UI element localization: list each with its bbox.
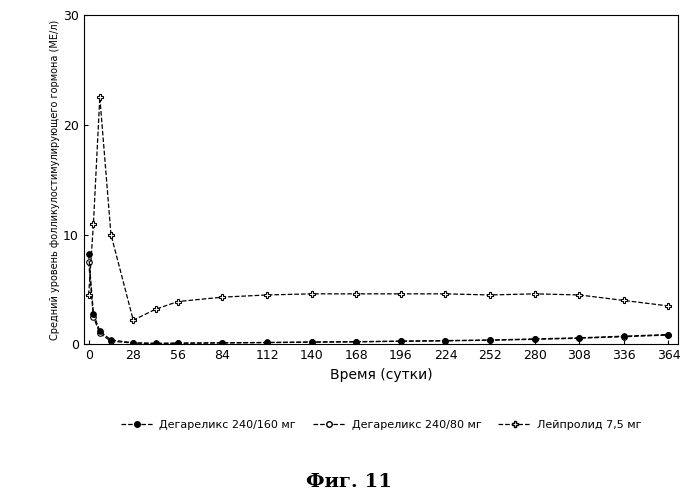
- Лейпролид 7,5 мг: [664, 303, 672, 309]
- Дегареликс 240/80 мг: [107, 338, 115, 344]
- Дегареликс 240/80 мг: [129, 340, 138, 346]
- Лейпролид 7,5 мг: [107, 232, 115, 238]
- Line: Лейпролид 7,5 мг: Лейпролид 7,5 мг: [85, 93, 672, 324]
- Лейпролид 7,5 мг: [486, 292, 494, 298]
- Line: Дегареликс 240/80 мг: Дегареликс 240/80 мг: [86, 259, 671, 346]
- Дегареликс 240/80 мг: [173, 340, 182, 346]
- Лейпролид 7,5 мг: [531, 291, 539, 297]
- Дегареликс 240/160 мг: [396, 338, 405, 344]
- Дегареликс 240/80 мг: [664, 332, 672, 338]
- Дегареликс 240/160 мг: [486, 337, 494, 343]
- Лейпролид 7,5 мг: [308, 291, 316, 297]
- Дегареликс 240/80 мг: [441, 338, 449, 344]
- Text: Фиг. 11: Фиг. 11: [306, 473, 393, 491]
- Лейпролид 7,5 мг: [89, 220, 98, 226]
- Дегареликс 240/160 мг: [352, 338, 361, 344]
- Дегареликс 240/160 мг: [85, 251, 93, 257]
- Дегареликс 240/80 мг: [352, 339, 361, 345]
- Дегареликс 240/160 мг: [173, 340, 182, 346]
- Дегареликс 240/80 мг: [218, 340, 226, 346]
- Дегареликс 240/80 мг: [96, 331, 104, 337]
- Дегареликс 240/80 мг: [620, 334, 628, 339]
- Дегареликс 240/80 мг: [89, 314, 98, 320]
- Legend: Дегареликс 240/160 мг, Дегареликс 240/80 мг, Лейпролид 7,5 мг: Дегареликс 240/160 мг, Дегареликс 240/80…: [116, 416, 646, 435]
- Лейпролид 7,5 мг: [85, 292, 93, 298]
- Дегареликс 240/80 мг: [308, 339, 316, 345]
- Дегареликс 240/160 мг: [308, 339, 316, 345]
- Дегареликс 240/80 мг: [575, 335, 584, 341]
- X-axis label: Время (сутки): Время (сутки): [330, 368, 432, 382]
- Дегареликс 240/160 мг: [575, 335, 584, 341]
- Лейпролид 7,5 мг: [263, 292, 271, 298]
- Лейпролид 7,5 мг: [129, 317, 138, 323]
- Дегареликс 240/160 мг: [620, 333, 628, 339]
- Лейпролид 7,5 мг: [152, 307, 160, 312]
- Дегареликс 240/160 мг: [152, 340, 160, 346]
- Y-axis label: Средний уровень фолликулостимулирующего гормона (МЕ/л): Средний уровень фолликулостимулирующего …: [50, 20, 60, 339]
- Лейпролид 7,5 мг: [441, 291, 449, 297]
- Дегареликс 240/160 мг: [218, 340, 226, 346]
- Дегареликс 240/80 мг: [486, 338, 494, 343]
- Дегареликс 240/160 мг: [89, 310, 98, 316]
- Дегареликс 240/160 мг: [441, 338, 449, 343]
- Лейпролид 7,5 мг: [620, 298, 628, 304]
- Дегареликс 240/160 мг: [531, 336, 539, 342]
- Дегареликс 240/160 мг: [107, 337, 115, 343]
- Дегареликс 240/80 мг: [152, 340, 160, 346]
- Дегареликс 240/80 мг: [396, 338, 405, 344]
- Лейпролид 7,5 мг: [173, 299, 182, 305]
- Дегареликс 240/160 мг: [664, 332, 672, 338]
- Дегареликс 240/160 мг: [263, 339, 271, 345]
- Лейпролид 7,5 мг: [396, 291, 405, 297]
- Лейпролид 7,5 мг: [218, 294, 226, 300]
- Лейпролид 7,5 мг: [352, 291, 361, 297]
- Дегареликс 240/80 мг: [531, 337, 539, 342]
- Дегареликс 240/80 мг: [85, 259, 93, 265]
- Лейпролид 7,5 мг: [96, 94, 104, 100]
- Лейпролид 7,5 мг: [575, 292, 584, 298]
- Дегареликс 240/80 мг: [263, 339, 271, 345]
- Дегареликс 240/160 мг: [96, 328, 104, 334]
- Дегареликс 240/160 мг: [129, 340, 138, 346]
- Line: Дегареликс 240/160 мг: Дегареликс 240/160 мг: [86, 251, 671, 346]
